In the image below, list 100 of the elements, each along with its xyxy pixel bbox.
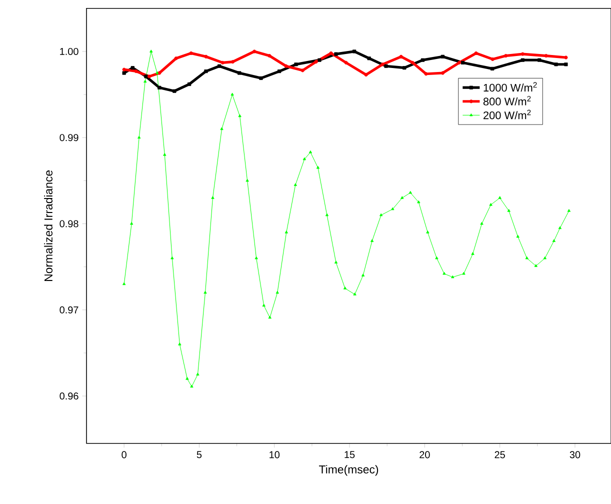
point <box>188 82 192 86</box>
point <box>391 207 394 210</box>
point <box>554 62 558 66</box>
point <box>471 252 474 255</box>
point <box>189 51 193 55</box>
point <box>204 290 207 294</box>
point <box>170 256 174 260</box>
point <box>364 72 368 77</box>
point <box>262 304 266 307</box>
point <box>462 272 466 275</box>
y-tick-label: 0.98 <box>60 220 78 228</box>
point <box>178 342 182 346</box>
point <box>268 54 272 58</box>
point <box>353 292 356 296</box>
point <box>268 316 272 319</box>
point <box>400 196 404 199</box>
x-tick-label: 30 <box>570 451 580 458</box>
point <box>380 62 384 66</box>
point <box>402 66 406 70</box>
point <box>294 62 298 66</box>
point <box>186 377 189 380</box>
x-axis-title: Time(msec) <box>319 465 378 476</box>
point <box>424 72 428 76</box>
y-tick-label: 0.99 <box>60 134 78 142</box>
legend-label: 200 W/m$^{2}$ <box>484 110 531 120</box>
point <box>284 230 288 234</box>
point <box>440 54 445 58</box>
point <box>507 209 510 212</box>
point <box>534 264 538 267</box>
point <box>294 183 297 186</box>
point <box>334 260 338 264</box>
point <box>174 56 178 60</box>
x-tick-label: 10 <box>270 451 280 458</box>
point <box>520 58 524 62</box>
point <box>259 76 263 80</box>
point <box>122 71 126 75</box>
point <box>172 89 176 93</box>
point <box>558 226 562 230</box>
point <box>204 69 208 74</box>
point <box>211 196 214 199</box>
point <box>302 157 306 160</box>
point <box>300 68 304 72</box>
point <box>230 92 234 96</box>
point <box>138 136 141 139</box>
point <box>218 64 222 68</box>
point <box>158 71 162 75</box>
legend-label: 800 W/m$^{2}$ <box>483 96 531 106</box>
point <box>440 71 445 75</box>
point <box>329 51 333 55</box>
point <box>361 274 365 276</box>
point <box>308 150 312 154</box>
point <box>480 222 484 225</box>
x-tick-label: 20 <box>420 451 430 458</box>
point <box>122 68 126 72</box>
point <box>134 69 138 74</box>
x-tick-label: 25 <box>494 451 505 458</box>
point <box>316 166 320 169</box>
point <box>220 127 224 130</box>
point <box>567 209 571 212</box>
point <box>130 222 134 225</box>
point <box>490 66 494 70</box>
point <box>344 60 348 64</box>
point <box>196 372 200 376</box>
point <box>552 239 556 242</box>
point <box>343 286 347 290</box>
y-tick-label: 0.97 <box>60 306 78 314</box>
point <box>148 74 152 78</box>
point <box>352 50 356 54</box>
point <box>190 384 194 388</box>
point <box>564 62 568 66</box>
y-tick-label: 0.96 <box>60 392 78 400</box>
point <box>204 54 208 58</box>
x-tick-label: 0 <box>122 451 126 458</box>
x-tick-label: 5 <box>196 451 202 458</box>
point <box>490 57 494 62</box>
point <box>435 256 438 260</box>
point <box>276 290 279 294</box>
point <box>130 66 134 70</box>
point <box>318 58 322 62</box>
point <box>158 86 162 90</box>
point <box>150 50 153 52</box>
point <box>408 190 412 194</box>
point <box>370 239 374 242</box>
point <box>220 60 224 64</box>
point <box>284 64 288 68</box>
point <box>516 234 520 238</box>
point <box>246 178 249 182</box>
point <box>163 153 166 156</box>
point <box>367 56 371 60</box>
point <box>410 60 414 64</box>
point <box>254 256 258 260</box>
point <box>457 60 462 64</box>
point <box>144 74 148 78</box>
point <box>420 58 425 62</box>
point <box>417 200 420 204</box>
point <box>238 71 242 75</box>
point <box>122 282 126 286</box>
x-tick-label: 15 <box>344 451 355 458</box>
legend-label: 1000 W/m$^{2}$ <box>484 82 537 92</box>
y-tick-label: 1.00 <box>60 48 78 55</box>
